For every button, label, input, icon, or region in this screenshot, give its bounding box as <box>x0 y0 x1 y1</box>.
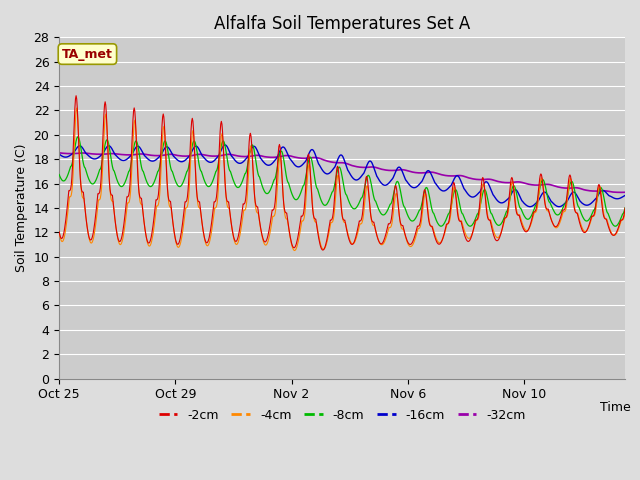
Y-axis label: Soil Temperature (C): Soil Temperature (C) <box>15 144 28 272</box>
Text: TA_met: TA_met <box>62 48 113 60</box>
X-axis label: Time: Time <box>600 401 630 414</box>
Title: Alfalfa Soil Temperatures Set A: Alfalfa Soil Temperatures Set A <box>214 15 470 33</box>
Legend: -2cm, -4cm, -8cm, -16cm, -32cm: -2cm, -4cm, -8cm, -16cm, -32cm <box>154 404 531 427</box>
